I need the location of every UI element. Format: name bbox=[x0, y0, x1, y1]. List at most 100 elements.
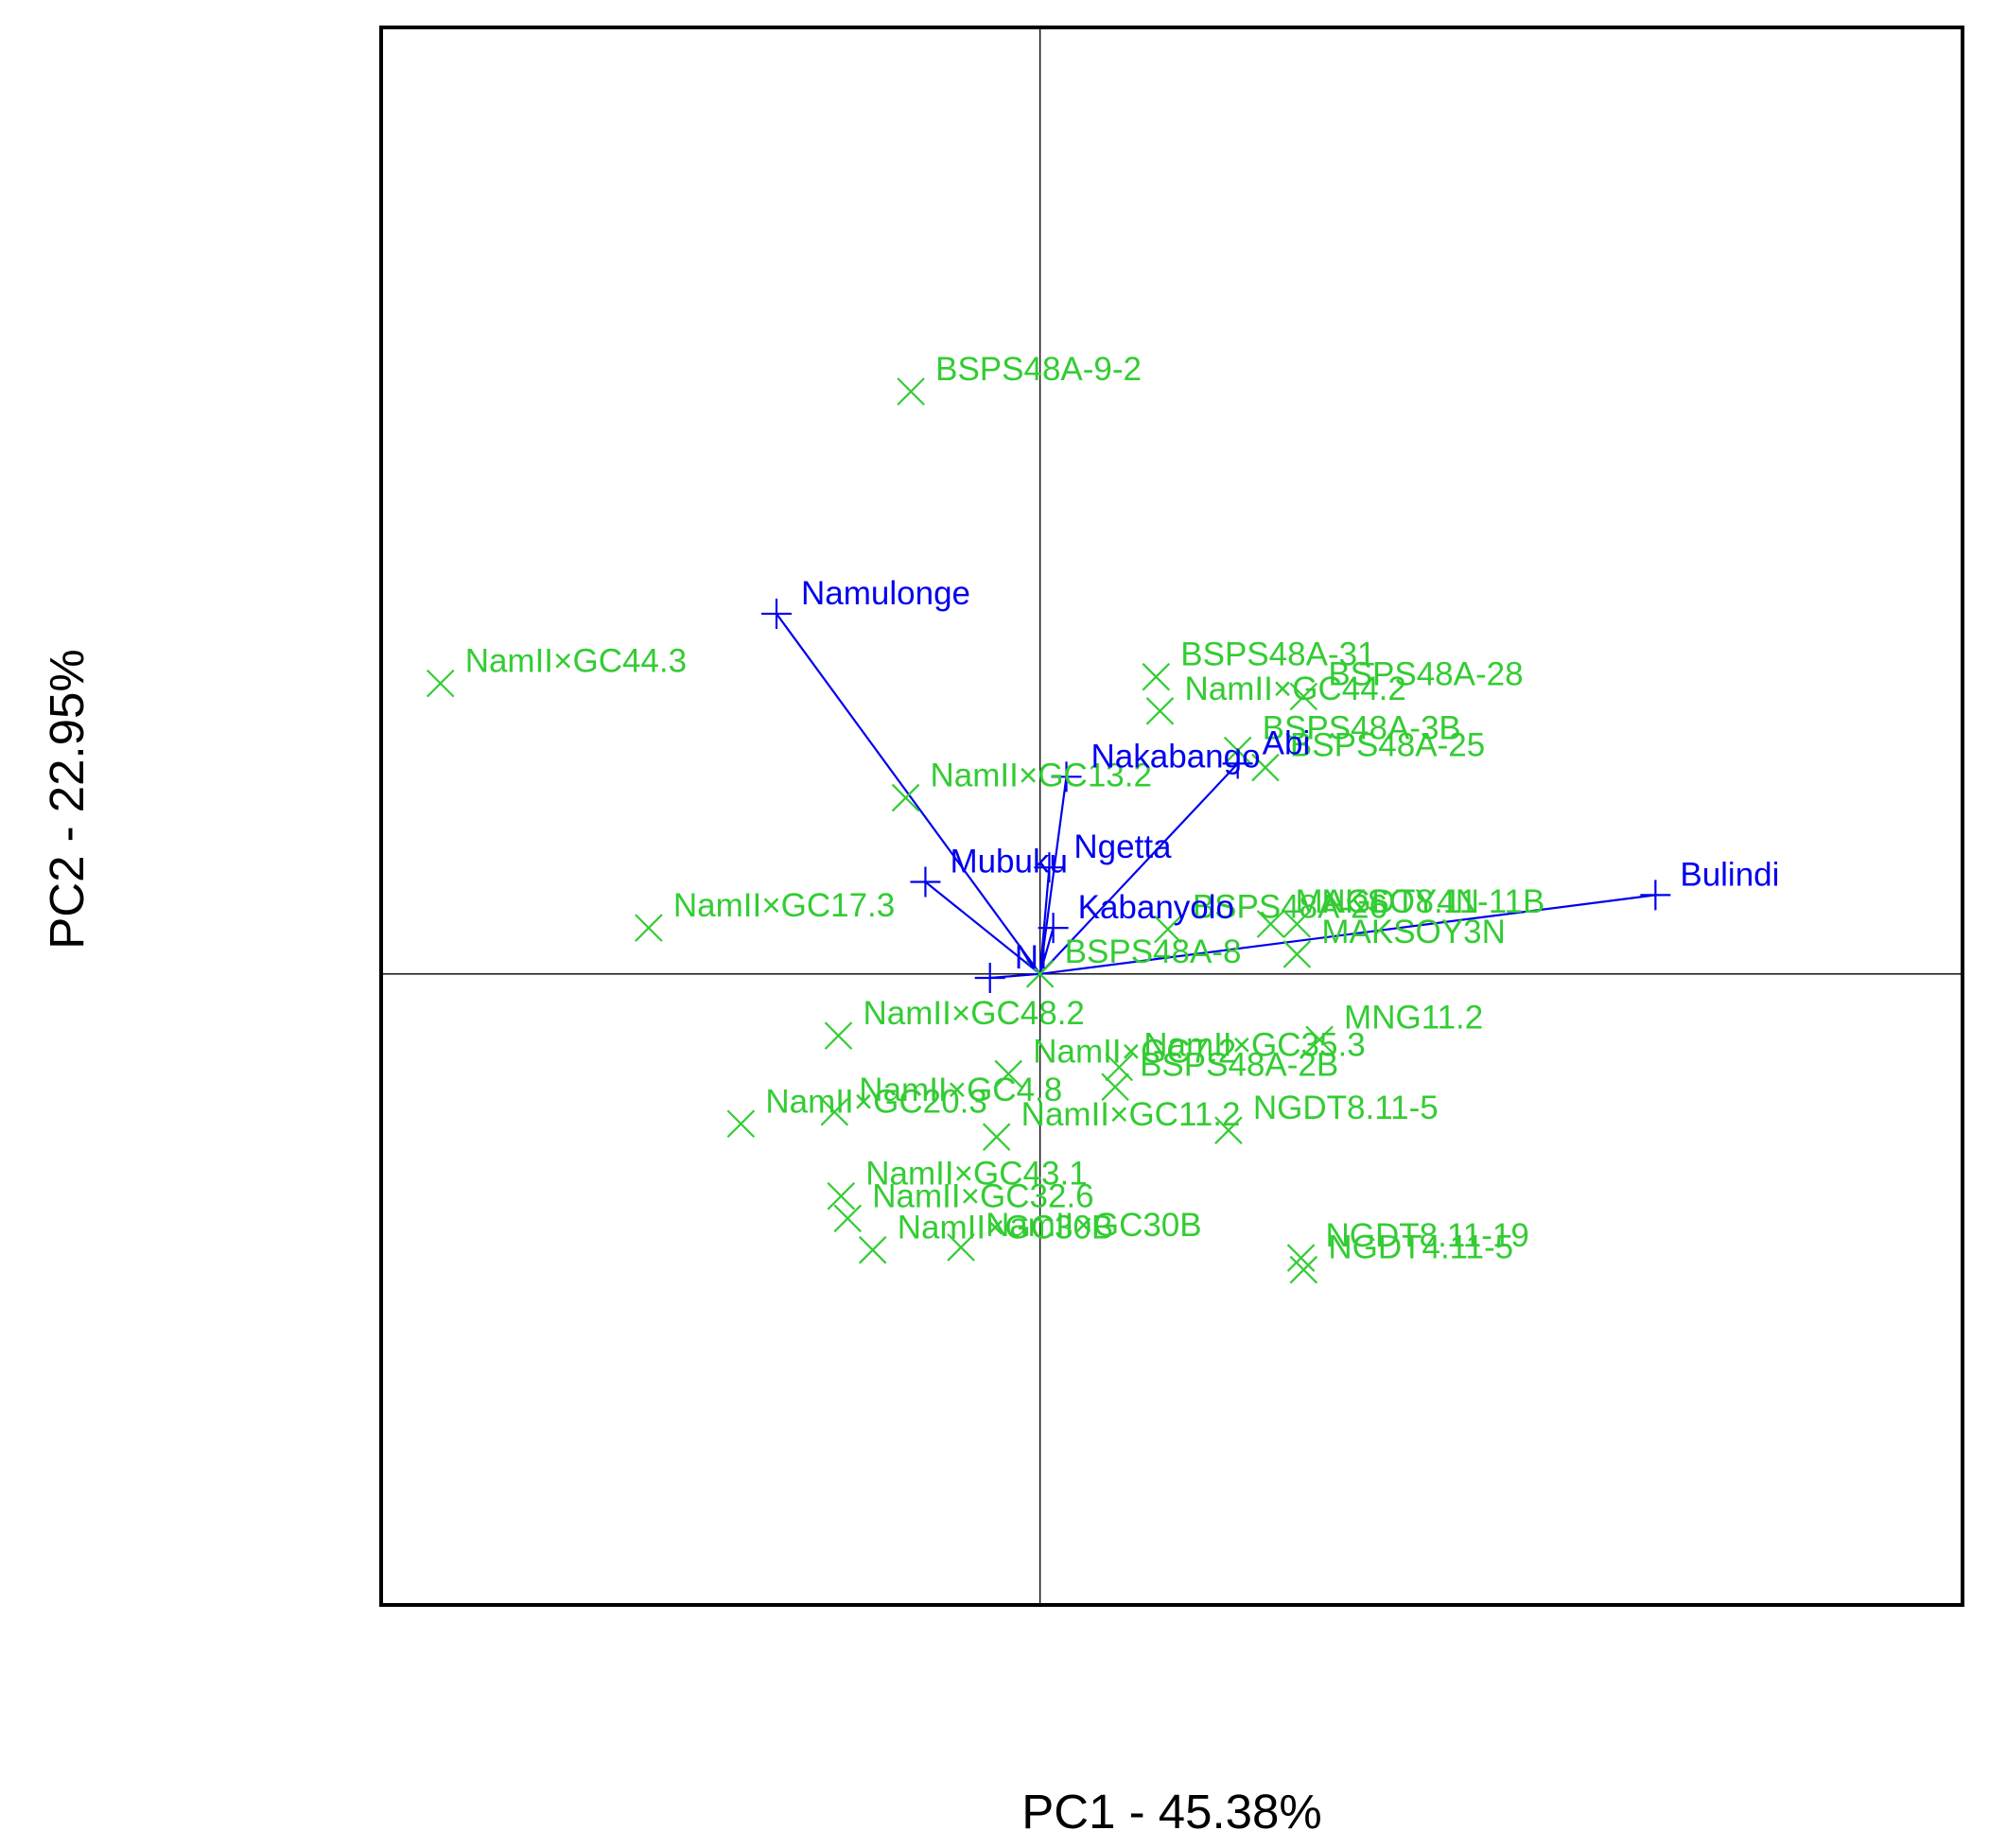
origin-reference-lines bbox=[381, 27, 1963, 1605]
x-stroke-b-mng11-2 bbox=[1305, 1025, 1334, 1055]
x-stroke-b-bsps48a-26 bbox=[1154, 915, 1182, 944]
environment-label-kabanyolo: Kabanyolo bbox=[1078, 889, 1234, 926]
x-stroke-b-bsps48a-25 bbox=[1251, 753, 1280, 782]
y-axis-title: PC2 - 22.95% bbox=[40, 649, 94, 950]
x-stroke-b-namiixgc43-1 bbox=[827, 1181, 856, 1211]
x-marker-namiixgc17-3-8 bbox=[635, 914, 663, 942]
x-marker-ngdt8-11-11b-10 bbox=[1282, 910, 1312, 938]
x-stroke-b-bsps48a-8 bbox=[1025, 960, 1055, 988]
x-stroke-b-bsps48a-9-2 bbox=[897, 377, 925, 406]
x-marker-bsps48a-2b-18 bbox=[1101, 1072, 1129, 1102]
x-axis-title: PC1 - 45.38% bbox=[1021, 1785, 1322, 1839]
environment-label-ni: NI bbox=[1015, 939, 1048, 976]
x-stroke-b-namiixgc20-3 bbox=[726, 1109, 756, 1139]
vector-abi bbox=[1038, 762, 1239, 975]
genotype-label-ngdt8-11-5-21: NGDT8.11-5 bbox=[1253, 1090, 1439, 1126]
x-marker-namiixgc11-2-20 bbox=[982, 1123, 1011, 1151]
plus-marker-bulindi bbox=[1640, 880, 1671, 911]
x-stroke-b-maksoy4n bbox=[1256, 910, 1285, 938]
x-marker-bsps48a-9-2-0 bbox=[897, 377, 925, 406]
genotype-label-bsps48a-9-2-0: BSPS48A-9-2 bbox=[935, 351, 1142, 388]
environment-label-nakabango: Nakabango bbox=[1091, 738, 1261, 775]
x-marker-maksoy4n-9 bbox=[1256, 910, 1285, 938]
genotype-label-mng11-2-15: MNG11.2 bbox=[1344, 999, 1483, 1036]
x-stroke-b-namiixgc48-2 bbox=[824, 1021, 853, 1050]
x-stroke-b-namiixgc32-6 bbox=[833, 1204, 863, 1233]
x-marker-namiixgc30b-26 bbox=[947, 1233, 975, 1262]
genotype-label-bsps48a-28-3: BSPS48A-28 bbox=[1328, 656, 1523, 693]
x-stroke-b-ngdt8-11-19 bbox=[1286, 1244, 1316, 1272]
x-marker-namiixgc44-2-4 bbox=[1145, 697, 1175, 725]
x-marker-ngdt8-11-5-21 bbox=[1214, 1116, 1243, 1144]
genotype-label-namiixgc30b-26: NamII×GC30B bbox=[986, 1207, 1202, 1244]
environment-label-namulonge: Namulonge bbox=[801, 575, 970, 612]
vector-ngetta bbox=[1038, 867, 1051, 974]
x-stroke-b-namiixgc44-3 bbox=[426, 669, 455, 698]
plus-marker-mubuku bbox=[910, 866, 941, 898]
x-marker-namiixgc32-6-24 bbox=[833, 1204, 863, 1233]
x-stroke-b-bsps48a-2b bbox=[1101, 1072, 1129, 1102]
x-marker-namiixgc30b-25 bbox=[858, 1235, 887, 1264]
genotype-label-bsps48a-3b-5: BSPS48A-3B bbox=[1263, 710, 1461, 747]
plot-frame bbox=[379, 26, 1964, 1607]
genotype-label-namiixgc4-8-19: NamII×GC4.8 bbox=[859, 1072, 1062, 1108]
point-markers bbox=[426, 377, 1671, 1284]
genotype-label-namiixgc44-3-1: NamII×GC44.3 bbox=[465, 643, 687, 680]
x-stroke-b-namiixgc35-3 bbox=[1105, 1053, 1134, 1082]
x-stroke-b-namiixgc4-8 bbox=[820, 1097, 849, 1126]
x-stroke-b-namiixgc11-2 bbox=[982, 1123, 1011, 1151]
genotype-label-namiixgc43-1-23: NamII×GC43.1 bbox=[865, 1156, 1087, 1193]
vector-mubuku bbox=[924, 880, 1041, 975]
environment-label-bulindi: Bulindi bbox=[1680, 856, 1779, 893]
x-marker-namiixgc43-1-23 bbox=[827, 1181, 856, 1211]
genotype-label-bsps48a-31-2: BSPS48A-31 bbox=[1180, 636, 1375, 673]
plus-marker-nakabango bbox=[1051, 761, 1082, 793]
x-marker-namiixgc35-3-16 bbox=[1105, 1053, 1134, 1082]
genotype-label-namiixgc11-2-20: NamII×GC11.2 bbox=[1021, 1096, 1241, 1133]
x-marker-namiixgc20-3-22 bbox=[726, 1109, 756, 1139]
genotype-label-namiixgc32-6-24: NamII×GC32.6 bbox=[872, 1177, 1093, 1214]
x-marker-ngdt4-11-5-28 bbox=[1289, 1255, 1318, 1284]
vector-bulindi bbox=[1039, 894, 1656, 975]
x-marker-bsps48a-31-2 bbox=[1142, 662, 1171, 691]
x-stroke-b-namiixgc30b bbox=[858, 1235, 887, 1264]
genotype-label-maksoy4n-9: MAKSOY4N bbox=[1296, 883, 1480, 920]
vector-nakabango bbox=[1038, 776, 1068, 974]
x-stroke-b-namiixgc44-2 bbox=[1145, 697, 1175, 725]
x-marker-namiixgc48-2-14 bbox=[824, 1021, 853, 1050]
x-stroke-b-namiixgc30b bbox=[947, 1233, 975, 1262]
genotype-label-namiixgc44-2-4: NamII×GC44.2 bbox=[1184, 671, 1405, 707]
x-stroke-b-bsps48a-28 bbox=[1289, 682, 1318, 711]
x-stroke-b-namiixgc13-2 bbox=[891, 783, 920, 812]
plus-marker-kabanyolo bbox=[1038, 913, 1069, 944]
genotype-label-namiixgc48-2-14: NamII×GC48.2 bbox=[863, 995, 1084, 1032]
x-marker-bsps48a-28-3 bbox=[1289, 682, 1318, 711]
x-marker-namiixgc44-3-1 bbox=[426, 669, 455, 698]
genotype-label-namiixgc35-3-16: NamII×GC35.3 bbox=[1143, 1026, 1365, 1063]
plus-marker-ni bbox=[974, 962, 1005, 993]
x-stroke-b-ngdt4-11-5 bbox=[1289, 1255, 1318, 1284]
x-marker-namiixgc4-8-19 bbox=[820, 1097, 849, 1126]
genotype-label-ngdt4-11-5-28: NGDT4.11-5 bbox=[1328, 1229, 1513, 1266]
x-marker-ngdt8-11-19-27 bbox=[1286, 1244, 1316, 1272]
genotype-label-maksoy3n-12: MAKSOY3N bbox=[1321, 914, 1506, 950]
environment-label-ngetta: Ngetta bbox=[1073, 828, 1172, 865]
plus-marker-ngetta bbox=[1034, 852, 1065, 883]
genotype-label-namiixgc17-3-8: NamII×GC17.3 bbox=[673, 887, 895, 924]
genotype-label-ngdt8-11-19-27: NGDT8.11-19 bbox=[1326, 1217, 1529, 1254]
x-stroke-b-ngdt8-11-5 bbox=[1214, 1116, 1243, 1144]
genotype-label-bsps48a-26-11: BSPS48A-26 bbox=[1193, 889, 1387, 926]
x-stroke-b-maksoy3n bbox=[1282, 940, 1312, 968]
x-stroke-b-namiixgc7-2 bbox=[994, 1059, 1023, 1089]
genotype-label-ngdt8-11-11b-10: NGDT8.11-11B bbox=[1321, 883, 1544, 920]
x-stroke-b-bsps48a-31 bbox=[1142, 662, 1171, 691]
x-stroke-b-ngdt8-11-11b bbox=[1282, 910, 1312, 938]
x-marker-namiixgc7-2-17 bbox=[994, 1059, 1023, 1089]
plus-marker-namulonge bbox=[761, 598, 792, 629]
x-stroke-b-namiixgc17-3 bbox=[635, 914, 663, 942]
x-marker-bsps48a-26-11 bbox=[1154, 915, 1182, 944]
plus-marker-abi bbox=[1222, 748, 1253, 779]
